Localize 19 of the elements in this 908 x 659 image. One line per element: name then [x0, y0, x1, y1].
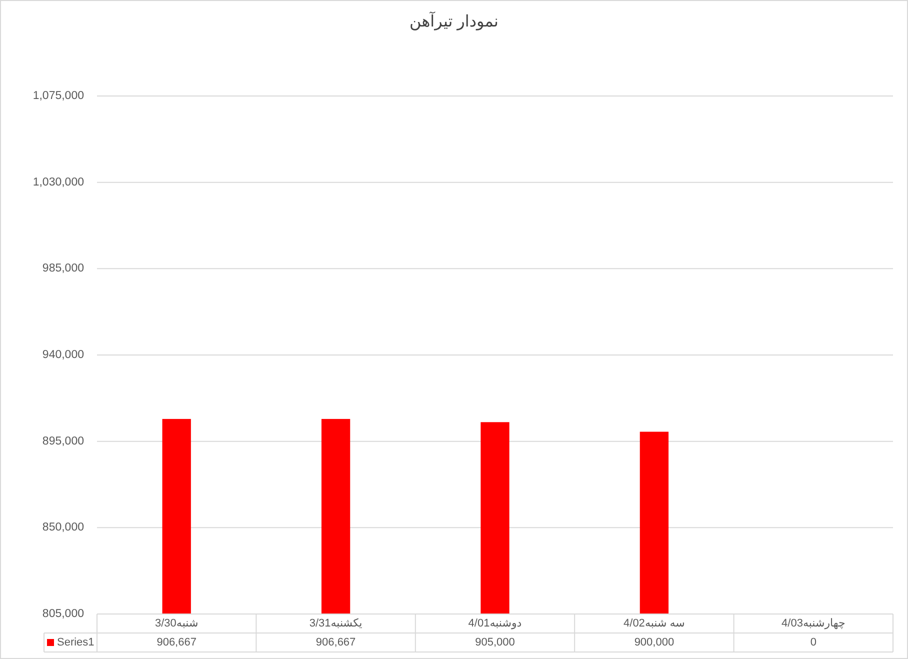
x-tick-label: چهارشنبه4/03 [782, 618, 846, 630]
y-tick-label: 940,000 [42, 349, 84, 361]
y-tick-label: 1,030,000 [32, 176, 84, 188]
x-tick-label: سه شنبه4/02 [624, 618, 685, 630]
y-tick-label: 985,000 [42, 262, 84, 275]
x-tick-label: یکشنبه3/31 [309, 618, 362, 630]
y-tick-label: 805,000 [42, 608, 84, 620]
y-tick-label: 1,075,000 [32, 90, 84, 102]
data-label: 900,000 [634, 636, 674, 648]
y-tick-label: 895,000 [42, 435, 84, 448]
chart-title: نمودار تیرآهن [410, 10, 498, 30]
data-label: 906,667 [316, 636, 356, 648]
data-label: 906,667 [156, 636, 196, 648]
text: 0 [810, 636, 816, 648]
data-label: 905,000 [475, 636, 515, 648]
legend-label: Series1 [57, 636, 94, 648]
x-tick-label: دوشنبه4/01 [468, 618, 522, 630]
x-tick-label: شنبه3/30 [155, 618, 198, 630]
y-tick-label: 850,000 [42, 522, 84, 534]
